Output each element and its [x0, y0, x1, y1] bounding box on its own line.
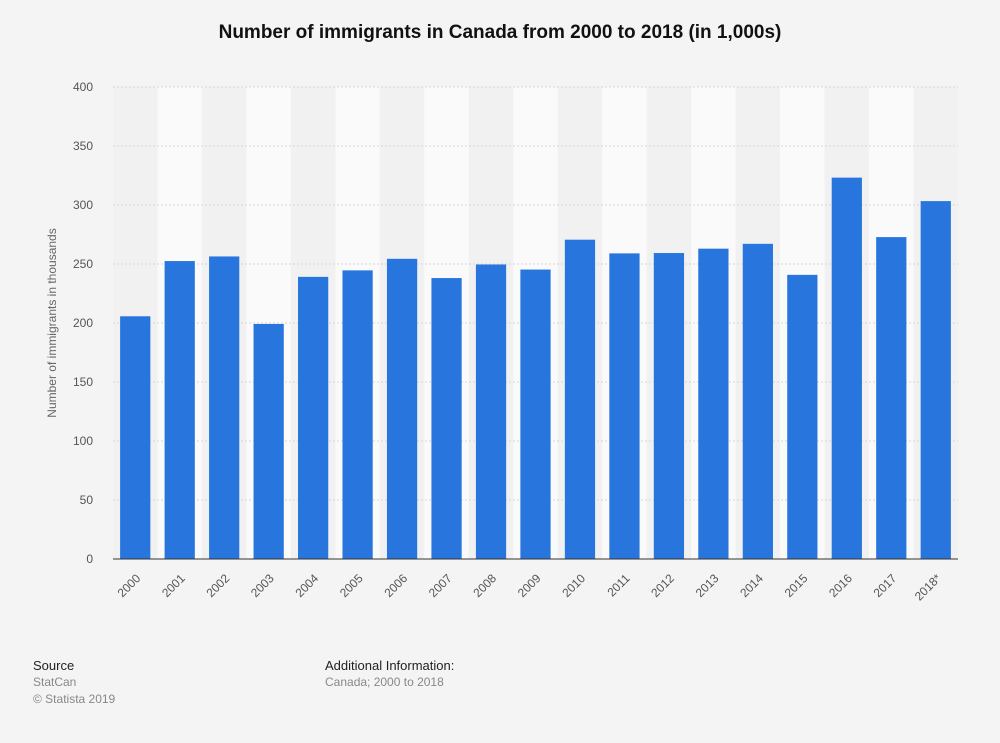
- bar[interactable]: [564, 239, 596, 559]
- bar[interactable]: [920, 201, 951, 559]
- bar[interactable]: [342, 270, 373, 559]
- bar[interactable]: [742, 243, 773, 559]
- x-tick-label: 2008: [470, 571, 499, 600]
- bar[interactable]: [431, 278, 462, 559]
- x-tick-label: 2012: [648, 571, 677, 600]
- y-tick-label: 150: [73, 375, 93, 389]
- x-tick-label: 2011: [604, 571, 632, 599]
- y-axis-label: Number of immigrants in thousands: [45, 228, 59, 417]
- additional-info-heading: Additional Information:: [325, 658, 455, 673]
- y-tick-label: 0: [86, 552, 93, 566]
- y-axis-ticks: 0 50 100 150 200 250 300 350 400: [73, 80, 93, 566]
- source-heading: Source: [33, 658, 75, 673]
- bar[interactable]: [209, 256, 240, 559]
- x-tick-label: 2002: [204, 571, 233, 600]
- bar[interactable]: [653, 253, 685, 559]
- y-tick-label: 100: [73, 434, 93, 448]
- x-tick-label: 2006: [381, 571, 410, 600]
- y-tick-label: 200: [73, 316, 93, 330]
- y-tick-label: 50: [80, 493, 94, 507]
- bar[interactable]: [876, 237, 907, 559]
- additional-info-block: Additional Information: Canada; 2000 to …: [325, 657, 454, 691]
- bar[interactable]: [787, 274, 818, 559]
- x-axis-ticks: 2000 2001 2002 2003 2004 2005 2006 2007 2008 2009…: [115, 571, 945, 603]
- x-tick-label: 2003: [248, 571, 277, 600]
- copyright: © Statista 2019: [33, 692, 116, 706]
- x-tick-label: 2015: [782, 571, 811, 600]
- source-block: Source StatCan © Statista 2019: [33, 657, 115, 708]
- bar[interactable]: [386, 258, 418, 559]
- bars: [120, 177, 951, 559]
- bar[interactable]: [253, 323, 284, 559]
- source-name[interactable]: StatCan: [33, 675, 77, 689]
- y-tick-label: 400: [73, 80, 93, 94]
- x-tick-label: 2013: [693, 571, 722, 600]
- x-tick-label: 2000: [115, 571, 144, 600]
- x-tick-label: 2007: [426, 571, 455, 600]
- bar[interactable]: [520, 269, 551, 559]
- y-tick-label: 250: [73, 257, 93, 271]
- bar[interactable]: [475, 264, 507, 559]
- bar[interactable]: [831, 177, 862, 559]
- x-tick-label: 2010: [559, 571, 588, 600]
- x-tick-label: 2004: [292, 571, 321, 600]
- x-tick-label: 2009: [515, 571, 544, 600]
- additional-info-text: Canada; 2000 to 2018: [325, 675, 444, 689]
- bar[interactable]: [609, 253, 640, 559]
- x-tick-label: 2016: [826, 571, 855, 600]
- chart-title: Number of immigrants in Canada from 2000…: [218, 22, 782, 43]
- x-tick-label: 2018*: [912, 571, 944, 603]
- y-tick-label: 350: [73, 139, 93, 153]
- x-tick-label: 2017: [871, 571, 900, 600]
- x-tick-label: 2014: [737, 571, 766, 600]
- y-tick-label: 300: [73, 198, 93, 212]
- bar[interactable]: [698, 248, 729, 559]
- bar[interactable]: [298, 276, 329, 559]
- x-tick-label: 2001: [159, 571, 188, 600]
- bar[interactable]: [164, 261, 195, 559]
- x-tick-label: 2005: [337, 571, 366, 600]
- bar[interactable]: [120, 316, 151, 559]
